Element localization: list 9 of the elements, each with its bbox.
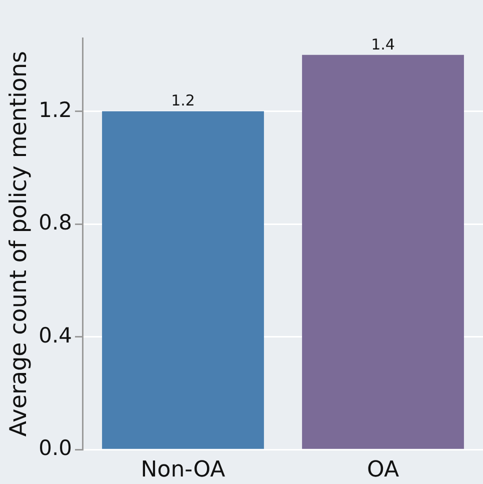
y-tick-label: 0.4 xyxy=(38,323,72,348)
y-tick-label: 1.2 xyxy=(38,98,72,122)
y-axis-title: Average count of policy mentions xyxy=(6,50,32,437)
data-label: 1.4 xyxy=(371,35,395,54)
x-tick-label: OA xyxy=(367,458,399,483)
x-tick-label: Non-OA xyxy=(140,458,226,483)
y-tick-label: 0.0 xyxy=(38,436,72,460)
data-label: 1.2 xyxy=(171,92,195,110)
y-tick-label: 0.8 xyxy=(38,210,72,235)
